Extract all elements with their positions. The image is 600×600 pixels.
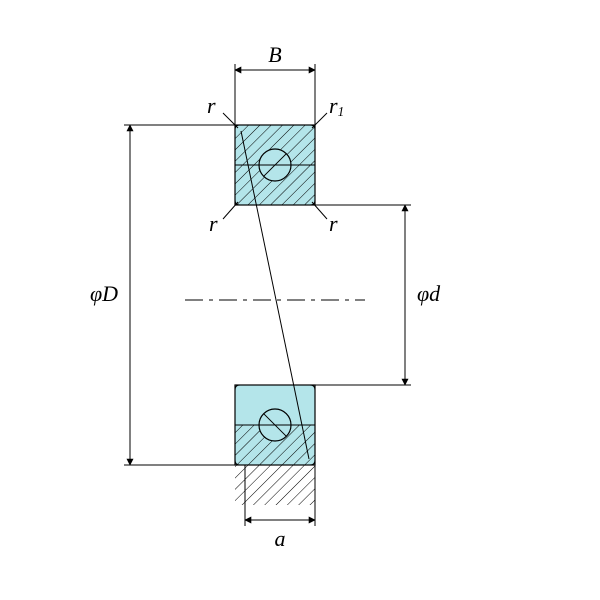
svg-text:r: r [209, 211, 218, 236]
svg-text:φD: φD [90, 281, 118, 306]
svg-text:r1: r1 [329, 93, 344, 119]
bearing-cross-section-diagram: Br r1 r r φD φd a [90, 42, 441, 551]
svg-text:φd: φd [417, 281, 441, 306]
svg-text:r: r [207, 93, 216, 118]
svg-text:r: r [329, 211, 338, 236]
svg-text:B: B [268, 42, 281, 67]
svg-text:a: a [275, 526, 286, 551]
